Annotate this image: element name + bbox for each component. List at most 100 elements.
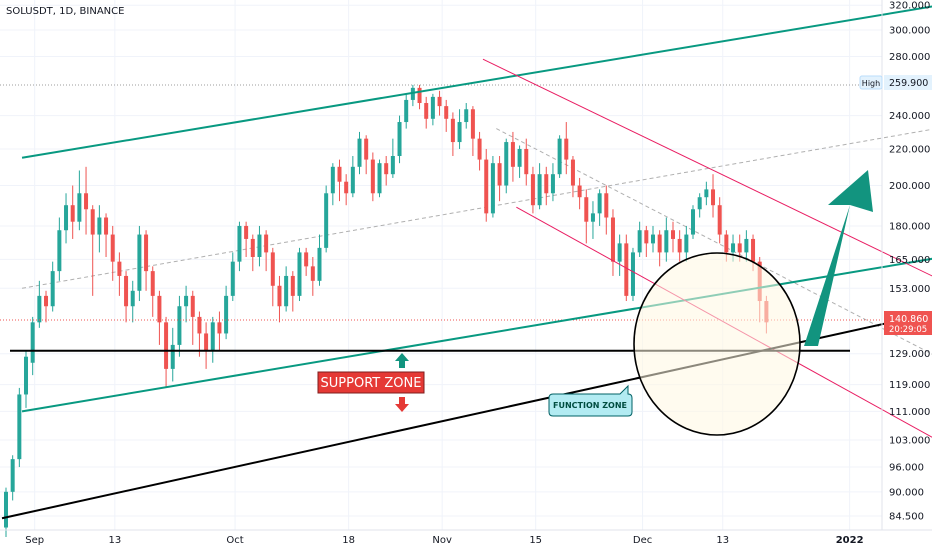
- y-tick-label: 180.000: [889, 221, 930, 232]
- candle-body: [17, 394, 22, 460]
- support-zone-label[interactable]: SUPPORT ZONE: [317, 353, 425, 412]
- candle-body: [544, 174, 549, 194]
- y-tick-label: 280.000: [889, 52, 930, 63]
- time-axis[interactable]: Sep13Oct18Nov15Dec13202217Feb: [25, 535, 932, 546]
- candle-body: [364, 138, 369, 160]
- candle-body: [530, 174, 535, 206]
- candle-body: [684, 234, 689, 253]
- candle-body: [424, 103, 429, 119]
- candle-body: [24, 356, 29, 395]
- candle-body: [310, 266, 315, 281]
- y-tick-label: 103.000: [889, 436, 930, 447]
- candle-body: [510, 142, 515, 167]
- candle-body: [704, 189, 709, 198]
- candle-body: [430, 96, 435, 119]
- y-tick-label: 90.000: [889, 487, 924, 498]
- candle-body: [224, 295, 229, 334]
- candle-body: [517, 148, 522, 167]
- candle-body: [270, 252, 275, 286]
- candle-body: [84, 193, 89, 210]
- rising-support-line[interactable]: [1, 296, 932, 520]
- candle-body: [104, 217, 109, 235]
- candle-body: [697, 197, 702, 210]
- y-tick-label: 96.000: [889, 463, 924, 474]
- high-tag-text: High: [862, 79, 880, 88]
- candle-body: [637, 230, 642, 253]
- x-tick-label: 15: [529, 535, 542, 546]
- candle-body: [377, 163, 382, 194]
- candle-body: [277, 285, 282, 307]
- candle-body: [250, 238, 255, 257]
- x-tick-label: Sep: [25, 535, 44, 546]
- candle-body: [610, 217, 615, 262]
- candle-body: [77, 193, 82, 222]
- candle-body: [557, 138, 562, 175]
- candle-body: [44, 295, 49, 307]
- candle-body: [37, 295, 42, 323]
- candle-body: [30, 322, 35, 363]
- x-tick-label: Oct: [226, 535, 243, 546]
- candle-body: [90, 209, 95, 235]
- ascending-channel-mid-line: [21, 128, 932, 289]
- ascending-channel-bottom-line[interactable]: [21, 246, 932, 413]
- candle-body: [124, 275, 129, 307]
- candle-body: [237, 225, 242, 262]
- candle-body: [644, 230, 649, 244]
- trend-lines: [1, 5, 932, 520]
- candle-body: [617, 243, 622, 262]
- candle-body: [64, 205, 69, 231]
- descending-channel-upper-line[interactable]: [482, 58, 932, 278]
- candle-body: [717, 205, 722, 235]
- candle-body: [184, 295, 189, 307]
- candle-body: [404, 99, 409, 123]
- x-tick-label: 2022: [836, 535, 864, 546]
- candle-body: [504, 142, 509, 186]
- y-tick-label: 240.000: [889, 111, 930, 122]
- candle-body: [190, 295, 195, 317]
- candle-body: [737, 243, 742, 253]
- candle-body: [490, 163, 495, 214]
- function-zone-circle[interactable]: [633, 252, 801, 436]
- function-zone-callout[interactable]: FUNCTION ZONE: [548, 384, 633, 417]
- candle-body: [410, 87, 415, 100]
- candle-body: [731, 243, 736, 253]
- chart-title: SOLUSDT, 1D, BINANCE: [6, 6, 124, 17]
- candle-body: [70, 205, 75, 222]
- candle-body: [244, 225, 249, 239]
- candle-body: [230, 261, 235, 296]
- candle-body: [157, 295, 162, 323]
- candle-body: [464, 109, 469, 123]
- candle-body: [110, 234, 115, 262]
- y-tick-label: 119.000: [889, 380, 930, 391]
- candle-body: [664, 230, 669, 253]
- candle-body: [137, 234, 142, 291]
- candle-body: [584, 197, 589, 222]
- x-tick-label: 13: [716, 535, 729, 546]
- down-arrow-icon: [395, 397, 409, 412]
- candle-body: [144, 234, 149, 272]
- candle-body: [357, 138, 362, 167]
- candle-body: [724, 234, 729, 253]
- price-axis[interactable]: 320.000 300.000 280.000 240.000 220.000 200.0…: [889, 1, 930, 523]
- high-marker: High 259.900: [859, 75, 932, 90]
- candle-body: [217, 322, 222, 334]
- x-tick-label: 18: [342, 535, 355, 546]
- function-zone-text: FUNCTION ZONE: [553, 401, 627, 410]
- candle-body: [450, 118, 455, 143]
- candle-body: [210, 322, 215, 351]
- candle-body: [671, 230, 675, 239]
- candle-body: [577, 185, 582, 198]
- countdown-text: 20:29:05: [889, 325, 927, 335]
- candle-body: [437, 96, 442, 107]
- candle-body: [624, 243, 629, 296]
- up-arrow-icon: [395, 353, 409, 368]
- candle-body: [417, 87, 422, 104]
- candle-body: [257, 234, 262, 257]
- bullish-arrow-icon[interactable]: [804, 170, 873, 346]
- candle-body: [691, 209, 696, 235]
- candle-body: [751, 238, 756, 262]
- candle-body: [197, 316, 202, 334]
- candle-body: [317, 247, 322, 281]
